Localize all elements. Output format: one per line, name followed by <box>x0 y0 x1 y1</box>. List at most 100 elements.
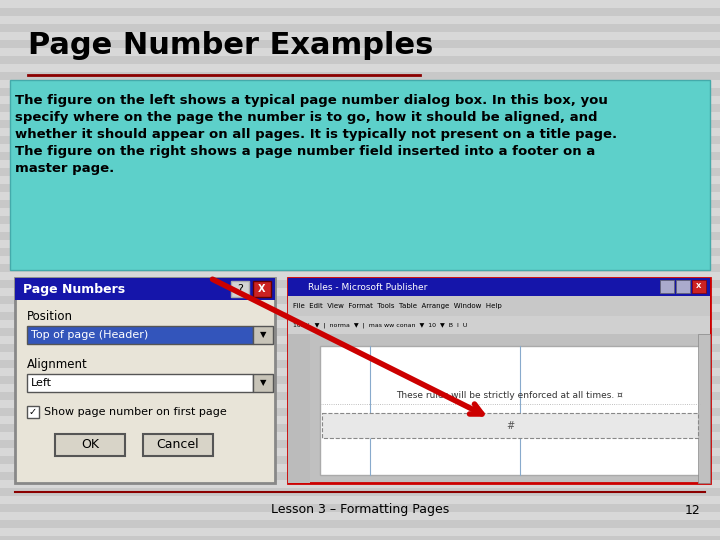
Text: 12: 12 <box>684 503 700 516</box>
Bar <box>0 488 720 496</box>
Bar <box>0 112 720 120</box>
Bar <box>0 40 720 48</box>
Bar <box>0 224 720 232</box>
Bar <box>0 160 720 168</box>
Bar <box>0 80 720 88</box>
Text: #: # <box>506 421 514 430</box>
Bar <box>143 434 213 456</box>
Bar <box>0 16 720 24</box>
Bar <box>0 496 720 504</box>
Text: X: X <box>258 284 266 294</box>
Text: ?: ? <box>237 284 243 294</box>
Bar <box>0 296 720 304</box>
Bar <box>310 334 710 346</box>
Bar <box>0 8 720 16</box>
Bar <box>288 316 710 334</box>
Bar <box>0 328 720 336</box>
Text: OK: OK <box>81 438 99 451</box>
Bar <box>0 240 720 248</box>
Bar <box>0 360 720 368</box>
Bar <box>0 256 720 264</box>
Bar <box>0 128 720 136</box>
Bar <box>27 326 253 344</box>
Bar <box>0 192 720 200</box>
Bar <box>0 536 720 540</box>
Text: Page Number Examples: Page Number Examples <box>28 30 433 59</box>
Text: specify where on the page the number is to go, how it should be aligned, and: specify where on the page the number is … <box>15 111 598 124</box>
Text: X: X <box>696 283 702 289</box>
Bar <box>231 281 249 297</box>
Bar <box>0 272 720 280</box>
Text: Rules - Microsoft Publisher: Rules - Microsoft Publisher <box>308 282 428 292</box>
Bar <box>27 406 39 418</box>
Bar <box>0 208 720 216</box>
Bar <box>0 216 720 224</box>
Bar <box>10 80 710 270</box>
Bar <box>0 96 720 104</box>
Bar <box>0 416 720 424</box>
Bar <box>0 24 720 32</box>
Bar <box>676 280 690 293</box>
Bar <box>0 48 720 56</box>
Bar <box>0 56 720 64</box>
Bar <box>0 248 720 256</box>
Bar <box>0 376 720 384</box>
Bar <box>0 288 720 296</box>
Bar <box>0 368 720 376</box>
Bar <box>253 326 273 344</box>
Bar <box>15 278 275 300</box>
Bar <box>0 32 720 40</box>
Bar <box>0 472 720 480</box>
Bar <box>0 344 720 352</box>
Text: Cancel: Cancel <box>157 438 199 451</box>
Text: These rules will be strictly enforced at all times. ¤: These rules will be strictly enforced at… <box>397 390 624 400</box>
Bar <box>0 184 720 192</box>
Bar <box>0 168 720 176</box>
Bar <box>253 374 273 392</box>
Text: ▼: ▼ <box>260 330 266 340</box>
Bar <box>288 278 710 483</box>
Text: Top of page (Header): Top of page (Header) <box>31 330 148 340</box>
Bar <box>0 72 720 80</box>
Bar <box>0 200 720 208</box>
Bar <box>0 336 720 344</box>
Bar <box>0 312 720 320</box>
Bar <box>0 176 720 184</box>
Bar <box>0 520 720 528</box>
Text: Left: Left <box>31 378 52 388</box>
Bar <box>15 278 275 483</box>
Bar <box>0 400 720 408</box>
Bar <box>0 504 720 512</box>
Bar <box>0 464 720 472</box>
Bar <box>0 264 720 272</box>
Bar <box>55 434 125 456</box>
Bar <box>0 64 720 72</box>
Bar <box>660 280 674 293</box>
Bar <box>0 448 720 456</box>
Bar <box>0 432 720 440</box>
Text: whether it should appear on all pages. It is typically not present on a title pa: whether it should appear on all pages. I… <box>15 128 617 141</box>
Text: Page Numbers: Page Numbers <box>23 282 125 295</box>
Text: Alignment: Alignment <box>27 358 88 371</box>
Bar <box>698 334 710 483</box>
Text: ✓: ✓ <box>29 407 37 417</box>
Bar <box>0 304 720 312</box>
Bar <box>0 120 720 128</box>
Bar <box>0 320 720 328</box>
Bar <box>0 440 720 448</box>
Bar <box>0 152 720 160</box>
Bar <box>0 424 720 432</box>
Bar <box>0 528 720 536</box>
Bar <box>0 104 720 112</box>
Text: The figure on the left shows a typical page number dialog box. In this box, you: The figure on the left shows a typical p… <box>15 94 608 107</box>
Bar <box>0 392 720 400</box>
Bar <box>288 278 710 296</box>
Text: 100%  ▼  |  norma  ▼  |  mas ww conan  ▼  10  ▼  B  I  U: 100% ▼ | norma ▼ | mas ww conan ▼ 10 ▼ B… <box>293 322 467 328</box>
Text: Position: Position <box>27 310 73 323</box>
Bar <box>320 346 700 475</box>
Bar <box>0 232 720 240</box>
Bar <box>0 352 720 360</box>
Text: master page.: master page. <box>15 162 114 175</box>
Text: Show page number on first page: Show page number on first page <box>44 407 227 417</box>
Bar <box>0 456 720 464</box>
